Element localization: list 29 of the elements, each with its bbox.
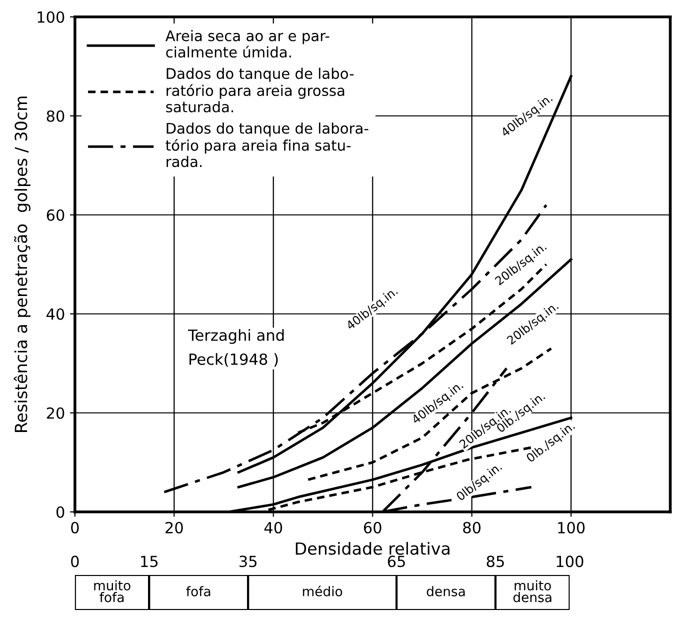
x-tick-label: 20: [166, 522, 183, 534]
x-tick-label: 15: [141, 556, 158, 568]
x-tick-label: 0: [71, 556, 79, 568]
legend-label: Dados do tanque de labo- ratório para areia grossa saturada.: [166, 68, 354, 112]
annotation: Terzaghi and Peck(1948 ): [188, 329, 284, 367]
x-tick-label: 40: [264, 522, 282, 534]
series-label: fofa: [186, 586, 210, 596]
x-tick-label: 65: [388, 556, 405, 568]
series-label: muito densa: [513, 580, 552, 602]
y-tick-label: 20: [46, 407, 64, 419]
x-tick-label: 100: [556, 556, 584, 568]
y-tick-label: 40: [46, 308, 64, 320]
legend-label: Areia seca ao ar e par- cialmente úmida.: [165, 30, 330, 58]
series-label: muito fofa: [94, 580, 130, 602]
y-tick-label: 100: [38, 11, 64, 23]
series-label: médio: [302, 586, 342, 596]
y-tick-label: 80: [46, 110, 64, 122]
series-label: densa: [426, 586, 465, 596]
x-tick-label: 80: [463, 522, 481, 534]
x-tick-label: 60: [364, 522, 382, 534]
y-axis-title: Resistência a penetração golpes / 30cm: [14, 96, 30, 432]
x-tick-label: 85: [486, 556, 504, 568]
x-axis-title: Densidade relativa: [296, 542, 450, 555]
y-tick-label: 60: [46, 209, 64, 221]
y-tick-label: 0: [56, 506, 64, 518]
x-tick-label: 100: [558, 522, 585, 534]
legend-label: Dados do tanque de labora- tório para areia fina satu- rada.: [166, 122, 368, 168]
x-tick-label: 0: [71, 522, 79, 534]
x-tick-label: 35: [240, 556, 256, 568]
